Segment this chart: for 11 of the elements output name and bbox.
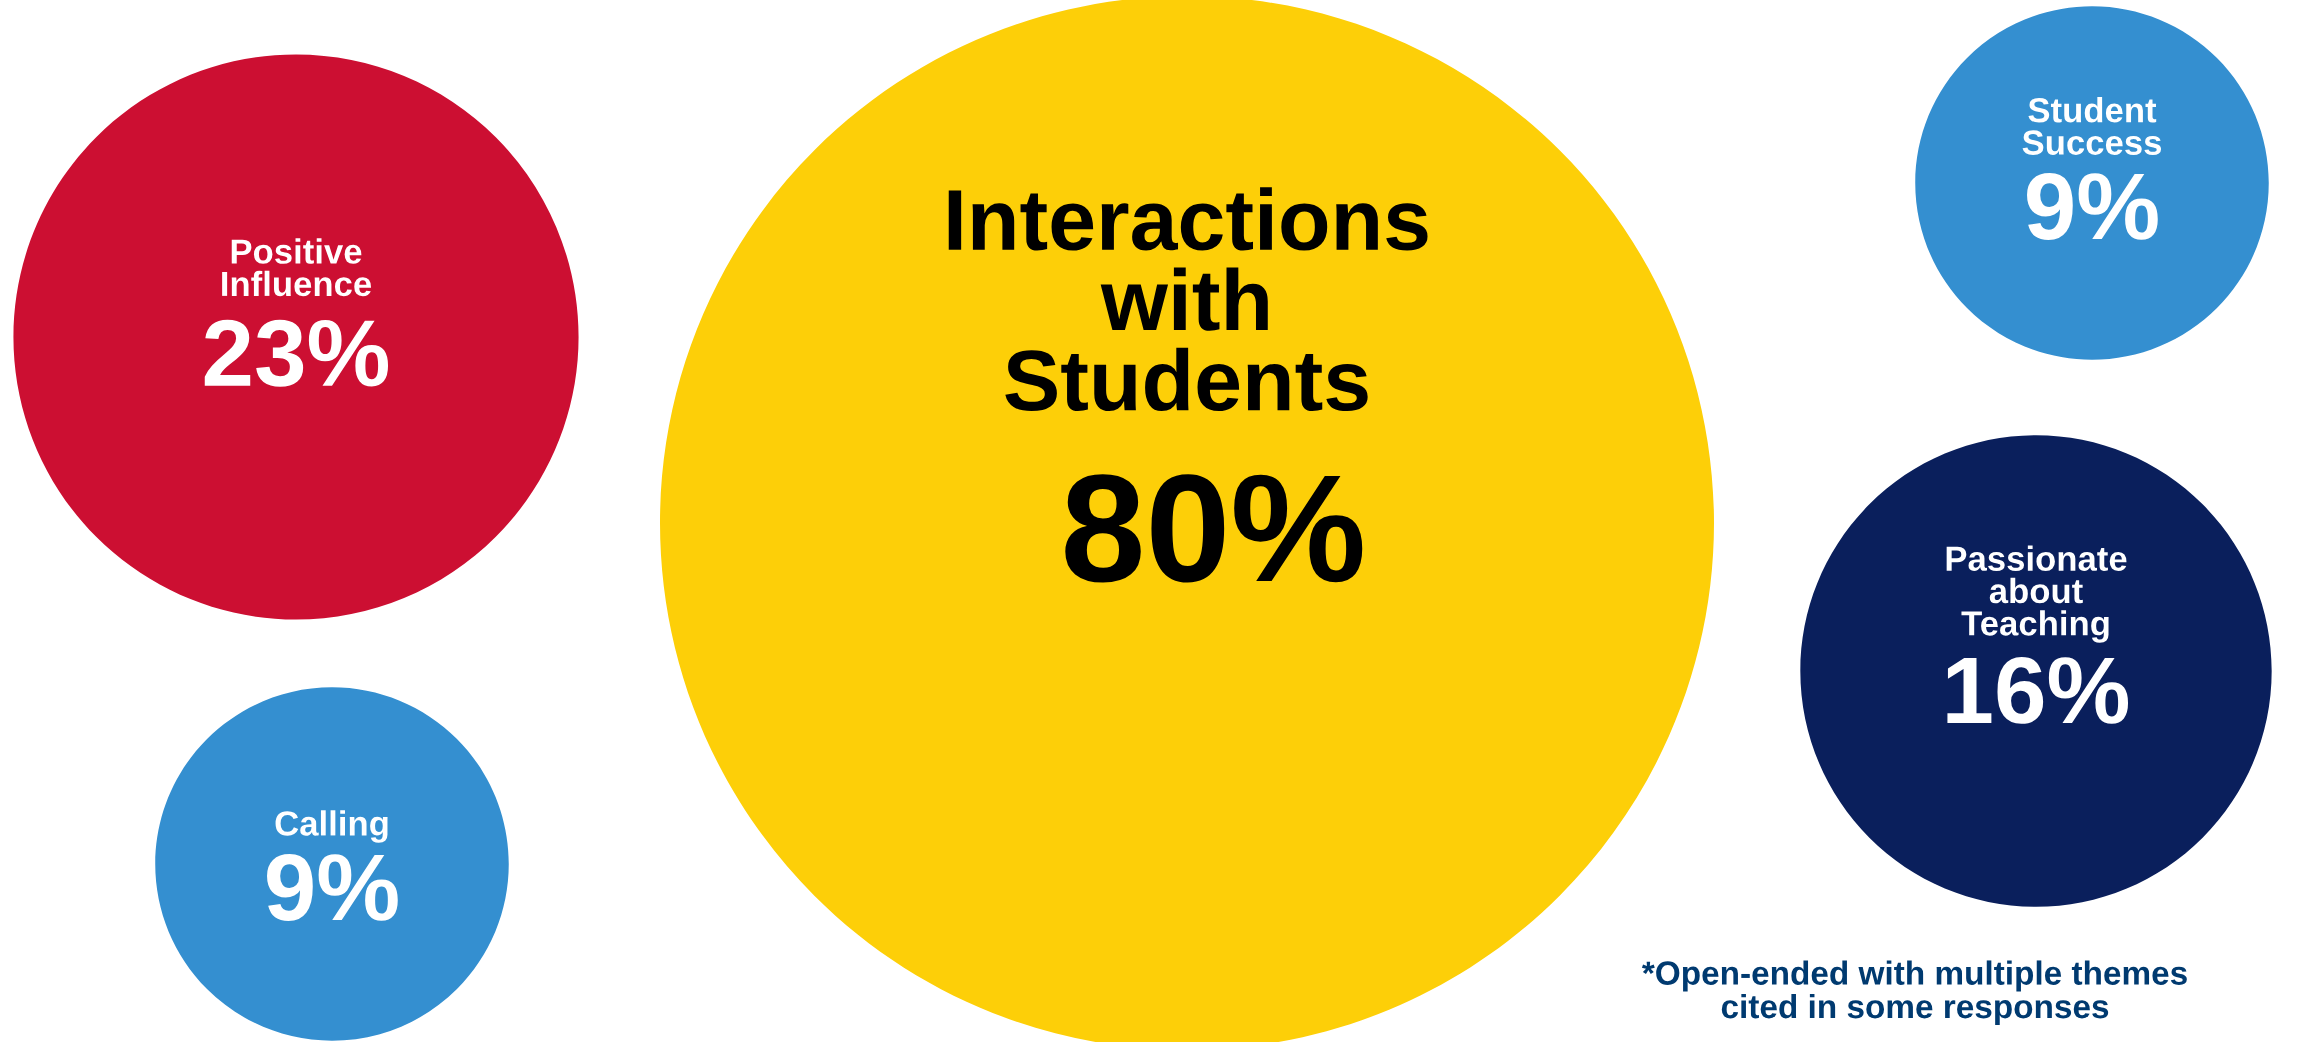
category-label: Positive Influence: [222, 238, 372, 297]
category-label: Interactions with Students: [948, 187, 1428, 412]
category-label: Calling: [275, 810, 388, 843]
data-label: 80%: [1065, 474, 1363, 583]
data-label: 9%: [267, 854, 398, 921]
data-label: 16%: [1947, 657, 2129, 724]
data-label: 23%: [204, 319, 389, 387]
text: *Open-ended with multiple themes cited in some responses: [1641, 960, 2187, 1025]
category-label: Student Success: [2022, 97, 2162, 155]
data-label: 9%: [2027, 173, 2158, 240]
category-label: Passionate about Teaching: [1946, 545, 2127, 643]
